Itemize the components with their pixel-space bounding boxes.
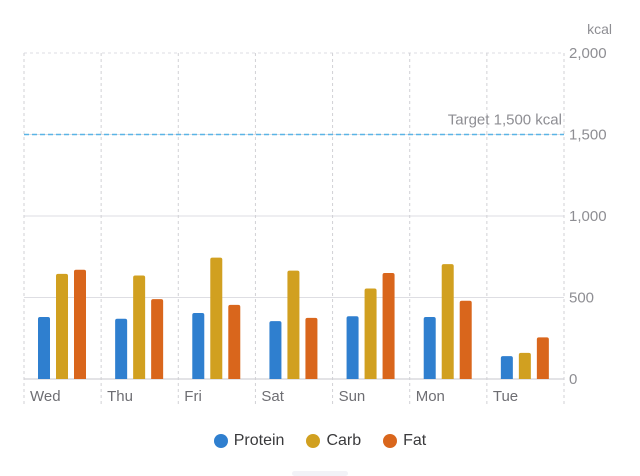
legend-label: Carb [326,432,362,449]
chart-legend: Protein Carb Fat [0,428,640,454]
label-layer: 0 500 1,000 1,500 2,000 kcal Target 1,500 kcal… [30,21,612,405]
bar-fat-sun [382,273,395,379]
home-indicator [292,471,348,476]
bar-fat-fri [228,304,241,379]
bar-protein-sat [269,321,282,379]
bar-carb-wed [56,273,68,379]
x-tick-label: Sat [261,388,284,405]
bar-carb-thu [133,275,146,379]
legend-label: Fat [403,432,427,449]
bar-fat-tue [536,337,549,379]
bar-carb-sun [364,288,377,379]
bar-fat-mon [459,300,472,379]
legend-item-fat: Fat [383,432,426,450]
legend-swatch [383,434,398,448]
bar-protein-sun [346,316,359,379]
legend-item-carb: Carb [306,432,361,450]
y-tick-label: 500 [569,290,594,307]
bar-carb-mon [441,264,454,379]
bar-fat-sat [305,317,318,379]
x-tick-label: Sun [339,388,366,405]
x-tick-label: Thu [107,388,133,405]
x-tick-label: Tue [493,388,518,405]
macro-bar-chart: 0 500 1,000 1,500 2,000 kcal Target 1,500 kcal… [23,21,612,405]
bar-protein-thu [115,318,128,379]
x-tick-label: Mon [416,388,445,405]
bar-protein-tue [500,356,513,379]
target-label: Target 1,500 kcal [448,112,562,129]
x-tick-label: Wed [30,388,61,405]
bar-protein-mon [423,317,436,379]
bar-fat-wed [74,269,86,379]
y-unit-label: kcal [587,21,612,37]
legend-swatch [306,434,321,448]
y-tick-label: 0 [569,371,577,388]
bar-layer [38,257,549,379]
bar-protein-fri [192,312,205,379]
bar-protein-wed [38,317,50,379]
y-tick-label: 1,000 [569,208,607,225]
legend-swatch [213,434,228,448]
bar-carb-tue [518,352,531,379]
y-tick-label: 1,500 [569,127,607,144]
bar-carb-sat [287,270,300,379]
legend-label: Protein [233,432,285,449]
y-tick-label: 2,000 [569,45,607,62]
bar-carb-fri [210,257,223,379]
x-tick-label: Fri [184,388,202,405]
bar-fat-thu [151,299,164,379]
legend-item-protein: Protein [213,432,285,450]
